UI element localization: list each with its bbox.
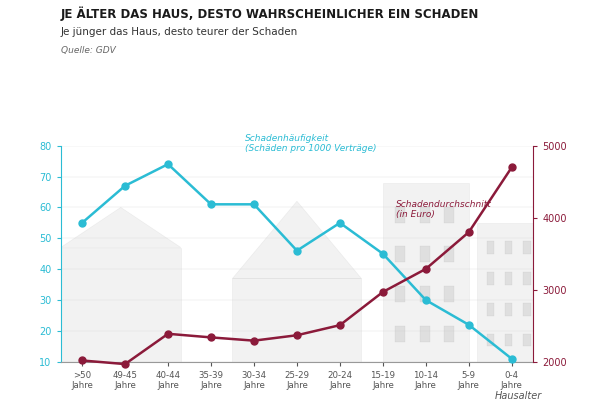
- Bar: [444, 286, 454, 302]
- Text: JE ÄLTER DAS HAUS, DESTO WAHRSCHEINLICHER EIN SCHADEN: JE ÄLTER DAS HAUS, DESTO WAHRSCHEINLICHE…: [61, 6, 479, 21]
- Bar: [395, 246, 405, 262]
- Bar: [420, 286, 430, 302]
- Bar: [478, 223, 542, 362]
- Bar: [395, 286, 405, 302]
- Bar: [395, 207, 405, 223]
- Bar: [505, 241, 513, 254]
- Bar: [524, 272, 531, 285]
- Text: Quelle: GDV: Quelle: GDV: [61, 46, 115, 55]
- Bar: [487, 272, 494, 285]
- Bar: [420, 207, 430, 223]
- Bar: [487, 241, 494, 254]
- Bar: [233, 278, 361, 362]
- Bar: [444, 207, 454, 223]
- Polygon shape: [61, 208, 181, 248]
- Polygon shape: [233, 201, 361, 278]
- Bar: [420, 246, 430, 262]
- Bar: [505, 272, 513, 285]
- Bar: [383, 183, 469, 362]
- Bar: [395, 326, 405, 342]
- Bar: [524, 303, 531, 316]
- Text: Schadenhäufigkeit
(Schäden pro 1000 Verträge): Schadenhäufigkeit (Schäden pro 1000 Vert…: [245, 134, 377, 154]
- Bar: [524, 334, 531, 347]
- Bar: [61, 248, 181, 362]
- Bar: [487, 303, 494, 316]
- Bar: [487, 334, 494, 347]
- Text: Schadendurchschnitt
(in Euro): Schadendurchschnitt (in Euro): [396, 200, 491, 219]
- Bar: [505, 303, 513, 316]
- Text: Je jünger das Haus, desto teurer der Schaden: Je jünger das Haus, desto teurer der Sch…: [61, 27, 298, 37]
- Text: Hausalter: Hausalter: [495, 391, 542, 401]
- Bar: [444, 246, 454, 262]
- Bar: [444, 326, 454, 342]
- Bar: [505, 334, 513, 347]
- Bar: [524, 241, 531, 254]
- Bar: [420, 326, 430, 342]
